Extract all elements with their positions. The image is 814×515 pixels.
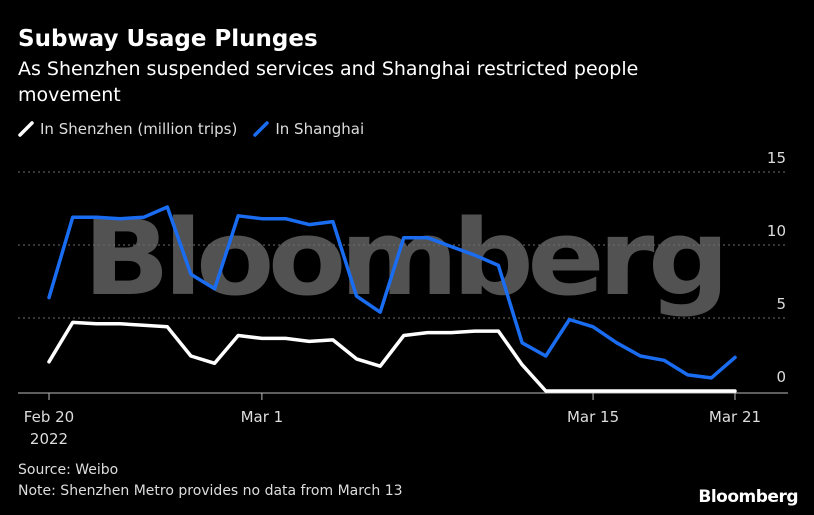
series-line-shanghai (47, 205, 737, 380)
bloomberg-watermark: Bloomberg (83, 197, 723, 319)
source-note: Source: Weibo (18, 462, 119, 478)
legend-label-shanghai: In Shanghai (275, 120, 365, 138)
y-tick-label: 15 (767, 149, 786, 167)
legend-label-shenzhen: In Shenzhen (million trips) (40, 120, 238, 138)
legend-swatch-shenzhen (18, 121, 34, 137)
series-line-shenzhen (47, 320, 737, 393)
x-tick-label: Feb 20 (24, 408, 74, 426)
x-tick-label: Mar 15 (567, 408, 619, 426)
x-tick-sublabel: 2022 (30, 430, 68, 448)
x-tick-label: Mar 1 (241, 408, 284, 426)
y-tick-label: 0 (776, 368, 786, 386)
legend-item-shenzhen: In Shenzhen (million trips) (18, 120, 237, 138)
chart-title: Subway Usage Plunges (18, 26, 318, 52)
x-tick-label: Mar 21 (709, 408, 761, 426)
bloomberg-logo: Bloomberg (698, 487, 798, 507)
y-tick-label: 5 (776, 295, 786, 313)
legend-swatch-shanghai (253, 121, 270, 137)
footnote: Note: Shenzhen Metro provides no data fr… (18, 483, 403, 499)
chart-subtitle: As Shenzhen suspended services and Shang… (18, 58, 639, 106)
y-tick-label: 10 (767, 222, 786, 240)
legend-item-shanghai: In Shanghai (253, 120, 364, 138)
chart-legend: In Shenzhen (million trips) In Shanghai (18, 120, 380, 138)
